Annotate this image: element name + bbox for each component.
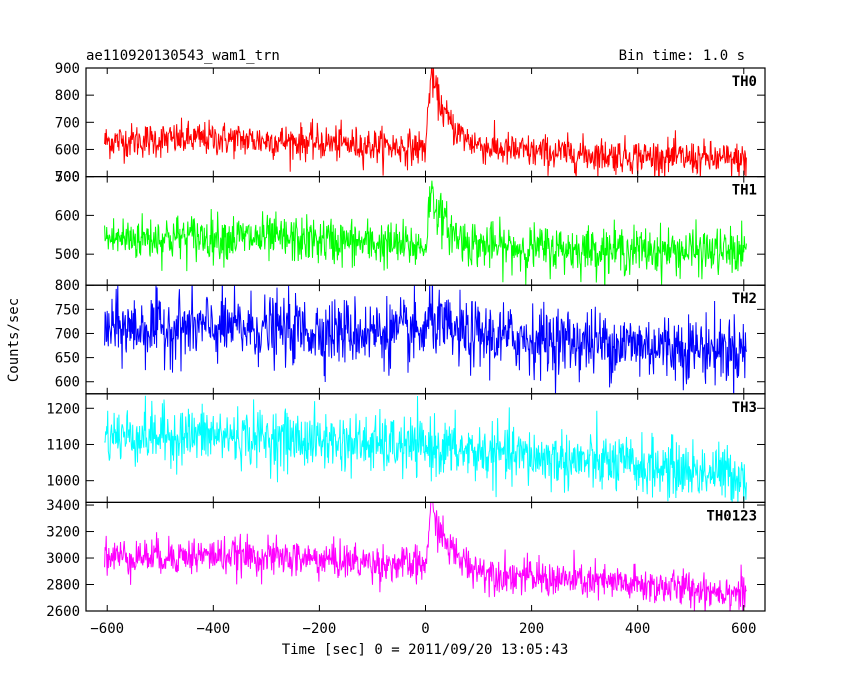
panels-group: 500 600 700 800 900 TH0 500 600 700 TH1 600 650 700 7… bbox=[46, 61, 766, 637]
y-tick-label: 3200 bbox=[46, 525, 80, 541]
y-tick-label: 1200 bbox=[46, 401, 80, 417]
panel-th0: 500 600 700 800 900 TH0 bbox=[55, 61, 766, 186]
y-tick-label: 750 bbox=[55, 302, 80, 318]
y-tick-label: 2800 bbox=[46, 578, 80, 594]
y-axis-label: Counts/sec bbox=[6, 298, 22, 382]
y-tick-label: 600 bbox=[55, 142, 80, 158]
x-tick-label: −200 bbox=[303, 621, 337, 637]
y-tick-label: 3000 bbox=[46, 551, 80, 567]
y-tick-label: 700 bbox=[55, 170, 80, 186]
x-axis-label: Time [sec] 0 = 2011/09/20 13:05:43 bbox=[282, 642, 569, 658]
y-tick-label: 650 bbox=[55, 351, 80, 367]
x-tick-label: 400 bbox=[625, 621, 650, 637]
y-tick-label: 700 bbox=[55, 115, 80, 131]
panel-label: TH2 bbox=[732, 291, 757, 307]
y-tick-label: 1100 bbox=[46, 437, 80, 453]
panel-th0123: 2600 2800 3000 3200 3400 TH0123 bbox=[46, 498, 766, 620]
series-line-th0 bbox=[104, 68, 747, 177]
series-line-th2 bbox=[104, 285, 747, 394]
y-tick-label: 600 bbox=[55, 208, 80, 224]
y-tick-label: 700 bbox=[55, 326, 80, 342]
series-line-th3 bbox=[104, 395, 747, 503]
chart-title: ae110920130543_wam1_trn bbox=[86, 48, 280, 64]
panel-th2: 600 650 700 750 800 TH2 bbox=[55, 278, 766, 395]
y-tick-label: 500 bbox=[55, 247, 80, 263]
panel-th1: 500 600 700 TH1 bbox=[55, 170, 766, 286]
y-tick-label: 900 bbox=[55, 61, 80, 77]
panel-label: TH3 bbox=[732, 400, 757, 416]
panel-label: TH1 bbox=[732, 183, 757, 199]
x-tick-label: 600 bbox=[731, 621, 756, 637]
x-tick-label: 0 bbox=[421, 621, 429, 637]
y-tick-label: 800 bbox=[55, 88, 80, 104]
y-tick-label: 3400 bbox=[46, 498, 80, 514]
y-tick-label: 2600 bbox=[46, 604, 80, 620]
series-line-th0123 bbox=[104, 502, 747, 611]
panel-th3: 1000 1100 1200 TH3 bbox=[46, 393, 766, 503]
y-tick-label: 1000 bbox=[46, 474, 80, 490]
series-line-th1 bbox=[104, 180, 747, 286]
bin-time-label: Bin time: 1.0 s bbox=[619, 48, 745, 64]
panel-label: TH0123 bbox=[706, 508, 757, 524]
y-tick-label: 500 bbox=[55, 170, 80, 186]
x-tick-label: −600 bbox=[90, 621, 124, 637]
y-tick-label: 600 bbox=[55, 375, 80, 391]
x-tick-label: 200 bbox=[519, 621, 544, 637]
panel-label: TH0 bbox=[732, 74, 757, 90]
y-tick-label: 800 bbox=[55, 278, 80, 294]
x-tick-label: −400 bbox=[196, 621, 230, 637]
